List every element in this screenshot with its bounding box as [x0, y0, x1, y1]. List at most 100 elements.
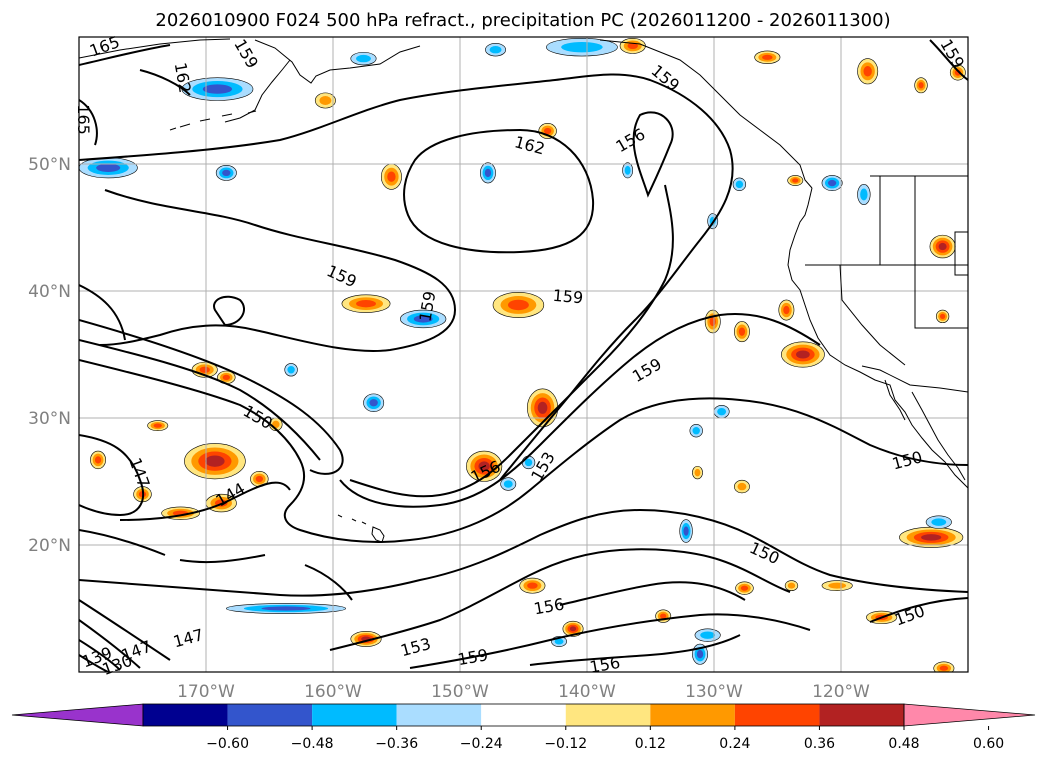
precip-blob: [787, 175, 804, 186]
contour-165: [79, 44, 171, 146]
precip-blob-level: [938, 242, 947, 251]
precip-blob: [929, 234, 956, 259]
colorbar-tick-label: 0.48: [888, 736, 919, 752]
precip-blob-level: [827, 179, 837, 187]
colorbar-tick-label: −0.12: [544, 736, 587, 752]
precip-blob-level: [624, 165, 631, 175]
colorbar-segment: [650, 704, 735, 726]
colorbar-segment: [227, 704, 313, 726]
precip-blob-level: [199, 366, 210, 373]
precip-blob: [284, 363, 298, 377]
precip-blob: [619, 37, 646, 54]
lon-tick-label: 140°W: [558, 682, 616, 702]
contour-150-se: [869, 597, 968, 623]
precip-blob-level: [561, 41, 603, 53]
precip-blob: [899, 526, 964, 548]
precip-blob-level: [554, 638, 564, 645]
contour-150: [79, 359, 968, 543]
contour-label: 159: [552, 286, 584, 308]
precip-blob-level: [478, 461, 490, 472]
contour-156-ridge: [79, 184, 674, 498]
precip-blob-level: [387, 171, 396, 182]
precip-blob: [704, 309, 721, 334]
colorbar-segment: [396, 704, 482, 726]
coastline-baja: [884, 379, 966, 481]
precip-blob-level: [860, 188, 868, 201]
colorbar-over-extension: [903, 703, 1036, 727]
precip-blob: [949, 64, 966, 81]
lon-tick-label: 120°W: [812, 682, 870, 702]
border-us-mexico: [861, 365, 968, 393]
precip-blob: [181, 77, 254, 101]
precip-blob: [546, 37, 618, 57]
precip-blob: [734, 479, 750, 494]
colorbar-tick-label: 0.60: [973, 736, 1004, 752]
lat-tick-label: 30°N: [28, 409, 71, 429]
colorbar-frame: [142, 703, 905, 727]
precip-blob-level: [694, 468, 701, 477]
lon-tick-label: 160°W: [304, 682, 362, 702]
precip-blob: [380, 163, 402, 190]
precip-blob: [821, 580, 853, 592]
contour-156-north: [632, 111, 674, 198]
coastline-north: [79, 38, 813, 189]
precip-blob: [857, 58, 879, 85]
precip-blob-level: [537, 401, 548, 414]
precip-blob: [562, 620, 584, 637]
precip-blob: [215, 164, 237, 181]
precip-blob-level: [94, 456, 102, 464]
precip-blob-level: [527, 582, 538, 589]
precip-blob-level: [524, 458, 533, 467]
colorbar-segment: [481, 704, 566, 726]
precip-blob-level: [261, 606, 311, 611]
colorbar-segment: [819, 704, 904, 726]
lon-tick-label: 150°W: [431, 682, 489, 702]
precip-blob-level: [692, 426, 700, 435]
precip-blob-level: [737, 482, 747, 491]
colorbar-segment: [312, 704, 397, 726]
precip-blob: [147, 420, 169, 432]
precip-blob-level: [660, 613, 667, 619]
precip-blob-level: [918, 82, 924, 89]
precip-blob: [500, 477, 517, 491]
contour-153-south: [329, 548, 791, 651]
precip-blob-level: [369, 399, 378, 407]
precip-blob: [363, 393, 385, 412]
precip-blob: [784, 580, 799, 592]
precip-blob: [778, 299, 795, 321]
precip-blob-level: [700, 631, 716, 639]
map-title: 2026010900 F024 500 hPa refract., precip…: [155, 10, 890, 31]
precip-blob-level: [489, 45, 502, 54]
contour-147-west: [79, 434, 145, 517]
lat-tick-label: 20°N: [28, 536, 71, 556]
coastline-west-america: [787, 187, 968, 489]
contour-159-tongue: [99, 189, 457, 352]
precip-blob-level: [683, 526, 689, 536]
coastlines: [79, 38, 968, 543]
colorbar-segment: [143, 704, 228, 726]
colorbar-tick-label: 0.12: [635, 736, 666, 752]
precip-blob-level: [796, 350, 810, 359]
precip-blob: [781, 341, 825, 368]
precip-blob: [79, 157, 138, 179]
precip-blob-level: [202, 84, 233, 94]
precip-blob-level: [863, 66, 872, 77]
precip-blob: [226, 603, 347, 614]
precip-blob-level: [287, 366, 295, 374]
precip-blob: [694, 628, 721, 642]
precip-blob: [914, 77, 928, 94]
precip-blob: [90, 450, 106, 470]
colorbar-tick-label: −0.60: [206, 736, 249, 752]
precip-blob-level: [696, 650, 704, 659]
precip-blob: [622, 162, 634, 179]
precip-blob: [492, 291, 545, 318]
precip-blob: [527, 388, 559, 428]
precip-blob: [314, 92, 336, 109]
precip-blob: [935, 309, 950, 324]
precip-blob-level: [828, 582, 847, 589]
precip-blob-level: [921, 534, 942, 541]
precip-blob-level: [738, 327, 746, 336]
precip-blob-level: [319, 96, 332, 105]
precip-blob-level: [507, 299, 529, 311]
lon-tick-label: 170°W: [177, 682, 235, 702]
